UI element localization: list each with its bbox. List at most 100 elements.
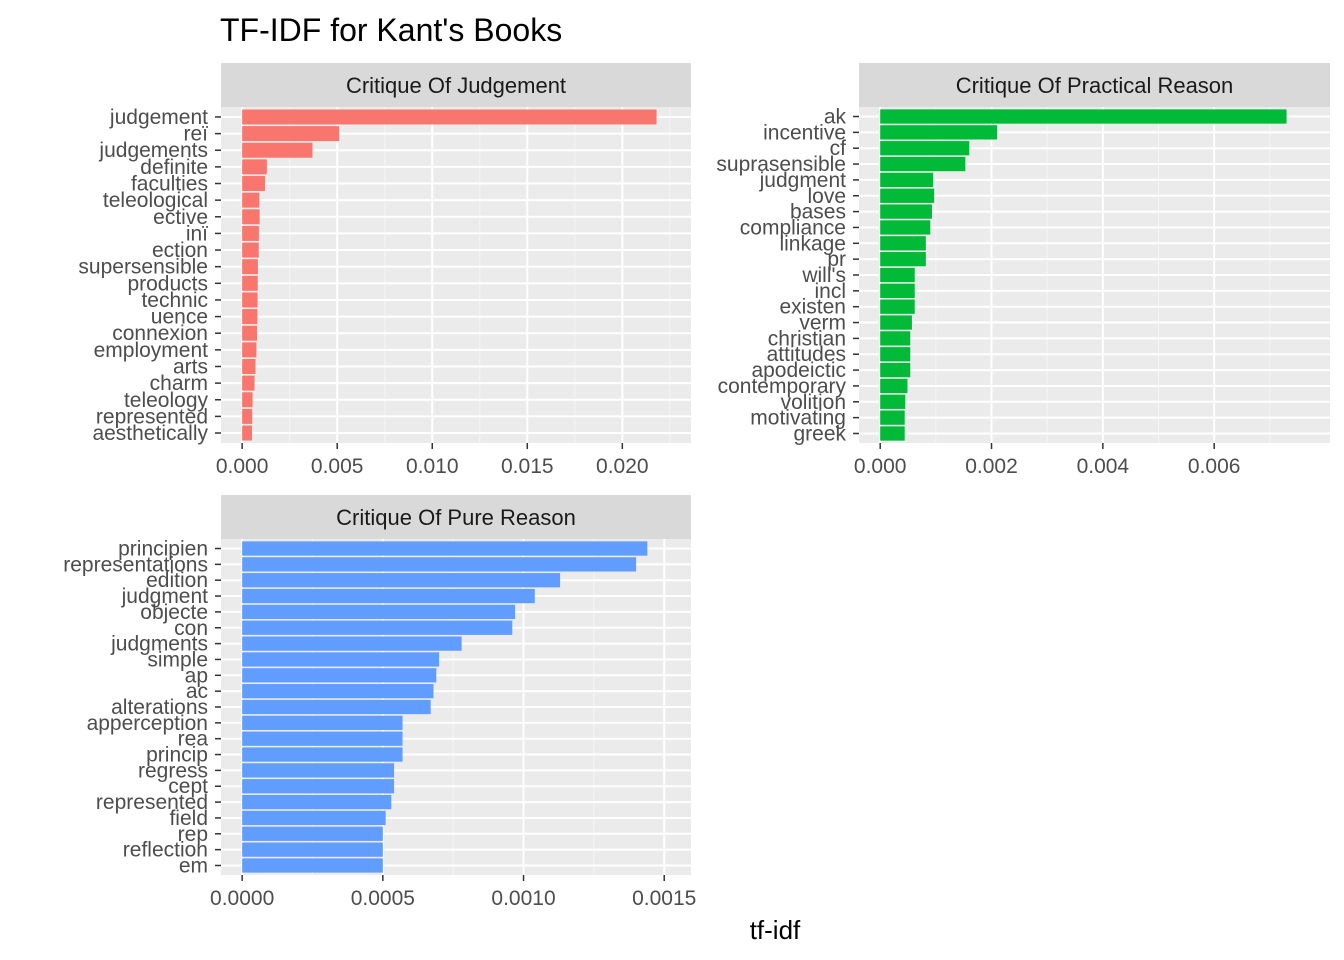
y-tick-label: represented	[96, 791, 208, 814]
panel-critique-of-practical-reason: Critique Of Practical Reason 0.000 0.002 0.…	[716, 63, 1330, 478]
y-tick-label: pr	[827, 248, 846, 271]
y-tick-label: will's	[801, 264, 846, 287]
y-tick-label: alterations	[111, 696, 208, 719]
bar-apodeictic	[880, 362, 911, 378]
y-tick-label: teleology	[124, 389, 209, 412]
x-tick-label: 0.004	[1077, 455, 1130, 478]
x-tick-label: 0.020	[596, 455, 649, 478]
y-tick-label: arts	[173, 355, 208, 378]
bar-volition	[880, 394, 906, 409]
bar-alterations	[242, 699, 431, 715]
x-tick-label: 0.000	[216, 455, 269, 478]
x-tick-label: 0.0005	[351, 887, 415, 910]
y-tick-label: judgments	[110, 633, 208, 656]
x-tick-label: 0.0010	[491, 887, 555, 910]
bar-connexion	[242, 325, 257, 341]
y-tick-label: ap	[185, 664, 208, 687]
bar-judgment	[880, 172, 934, 188]
y-tick-label: volition	[781, 391, 846, 414]
y-tick-label: cf	[830, 137, 847, 160]
facet-strip-label: Critique Of Pure Reason	[336, 505, 576, 530]
bar-objecte	[242, 604, 516, 620]
y-tick-label: judgment	[759, 169, 847, 192]
bar-field	[242, 810, 386, 826]
y-tick-label: principien	[118, 538, 208, 561]
bar-suprasensible	[880, 156, 966, 172]
bar-charm	[242, 375, 255, 391]
y-tick-label: ac	[186, 680, 208, 703]
y-tick-label: rea	[178, 728, 209, 751]
bar-judgement	[242, 109, 657, 125]
y-tick-label: em	[179, 854, 208, 877]
y-tick-label: charm	[150, 372, 208, 395]
bar-teleology	[242, 392, 253, 408]
panel-critique-of-judgement: Critique Of Judgement 0.000 0.005 0.010 0.01…	[78, 63, 691, 478]
y-tick-label: edition	[146, 569, 208, 592]
bar-incl	[880, 283, 915, 298]
y-tick-label: incentive	[763, 121, 846, 144]
bar-incentive	[880, 125, 998, 140]
bar-edition	[242, 573, 561, 588]
bar-cept	[242, 779, 395, 794]
y-tick-label: judgement	[109, 106, 208, 129]
chart-title: TF-IDF for Kant's Books	[220, 12, 562, 48]
y-tick-label: judgment	[121, 585, 209, 608]
bar-ak	[880, 109, 1287, 124]
panel-background	[221, 107, 691, 443]
y-tick-label: suprasensible	[716, 153, 846, 176]
x-tick-label: 0.005	[311, 455, 364, 478]
x-tick-label: 0.002	[965, 455, 1018, 478]
y-tick-label: existen	[779, 296, 846, 319]
facet-strip	[221, 495, 691, 539]
bar-supersensible	[242, 259, 258, 275]
bar-arts	[242, 359, 256, 374]
y-tick-label: linkage	[779, 232, 846, 255]
x-tick-label: 0.006	[1188, 455, 1241, 478]
y-tick-label: con	[174, 617, 208, 640]
bar-love	[880, 188, 935, 203]
facet-strip-label: Critique Of Practical Reason	[956, 73, 1234, 98]
facet-strip	[221, 63, 691, 107]
y-tick-label: cept	[168, 775, 208, 798]
x-tick-label: 0.0015	[632, 887, 696, 910]
facet-strip	[859, 63, 1330, 107]
y-tick-label: christian	[768, 327, 846, 350]
bar-will-s	[880, 267, 915, 283]
y-tick-label: uence	[151, 306, 208, 329]
y-tick-label: verm	[799, 312, 846, 335]
bar-em	[242, 858, 383, 873]
y-tick-label: field	[169, 807, 208, 830]
bar-represented	[242, 794, 392, 810]
y-tick-label: ak	[824, 106, 847, 129]
panel-critique-of-pure-reason: Critique Of Pure Reason 0.0000 0.0005 0.001…	[63, 495, 696, 910]
y-tick-label: apodeictic	[751, 359, 846, 382]
x-tick-label: 0.0000	[210, 887, 274, 910]
x-tick-label: 0.000	[854, 455, 907, 478]
y-tick-label: faculties	[131, 173, 208, 196]
bar-faculties	[242, 176, 265, 191]
bar-uence	[242, 309, 258, 325]
y-tick-label: princip	[146, 744, 208, 767]
y-tick-label: incl	[814, 280, 846, 303]
bar-re	[242, 126, 340, 142]
bar-in	[242, 225, 259, 241]
bar-reflection	[242, 842, 383, 857]
y-tick-label: definite	[140, 156, 208, 179]
y-tick-label: represented	[96, 405, 208, 428]
bar-products	[242, 275, 258, 291]
bar-linkage	[880, 236, 926, 251]
bar-con	[242, 620, 513, 635]
y-tick-label: rep	[178, 823, 208, 846]
bar-teleological	[242, 192, 260, 208]
y-tick-label: connexion	[112, 322, 208, 345]
bar-pr	[880, 252, 926, 267]
y-tick-label: employment	[94, 339, 209, 362]
bar-existen	[880, 299, 915, 314]
bar-ac	[242, 684, 434, 699]
bar-ap	[242, 668, 437, 683]
y-tick-label: ective	[153, 206, 208, 229]
y-tick-label: teleological	[103, 189, 208, 212]
x-tick-label: 0.015	[501, 455, 554, 478]
bar-rep	[242, 826, 383, 841]
